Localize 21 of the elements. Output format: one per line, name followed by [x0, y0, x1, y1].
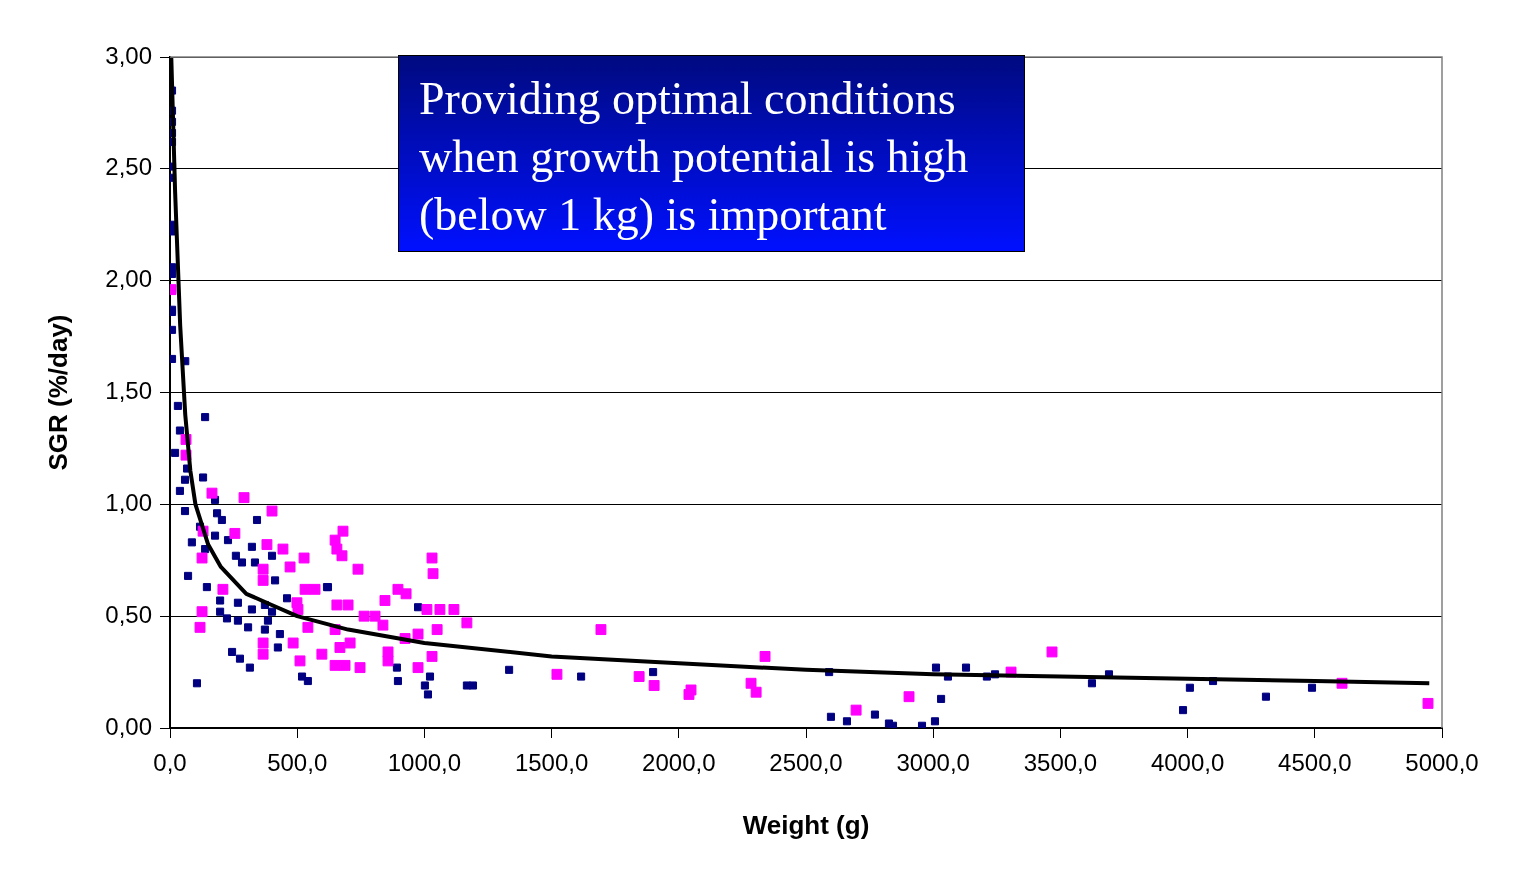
- y-tick-label: 3,00: [105, 41, 152, 69]
- x-tick-label: 5000,0: [1405, 749, 1479, 777]
- x-axis-title: Weight (g): [742, 809, 870, 840]
- x-tick-label: 500,0: [267, 749, 328, 777]
- x-tick-label: 3500,0: [1023, 749, 1098, 777]
- y-axis-title: SGR (%/day): [42, 314, 73, 471]
- y-tick-label: 2,00: [105, 265, 152, 293]
- callout-box: Providing optimal conditions when growth potential is high (below 1 kg) is important: [398, 55, 1025, 252]
- y-tick-label: 1,00: [105, 488, 152, 516]
- y-tick-label: 2,50: [105, 153, 152, 181]
- x-tick-label: 3000,0: [896, 749, 970, 777]
- y-tick-label: 0,50: [105, 600, 152, 628]
- y-tick-label: 1,50: [105, 377, 152, 405]
- x-tick-label: 2500,0: [769, 749, 843, 777]
- x-tick-label: 4000,0: [1150, 749, 1225, 777]
- x-tick-label: 1500,0: [514, 749, 589, 777]
- x-tick-label: 1000,0: [387, 749, 462, 777]
- y-tick-label: 0,00: [105, 712, 152, 740]
- x-tick-label: 4500,0: [1278, 749, 1352, 777]
- x-tick-label: 2000,0: [642, 749, 716, 777]
- x-tick-label: 0,0: [153, 749, 187, 777]
